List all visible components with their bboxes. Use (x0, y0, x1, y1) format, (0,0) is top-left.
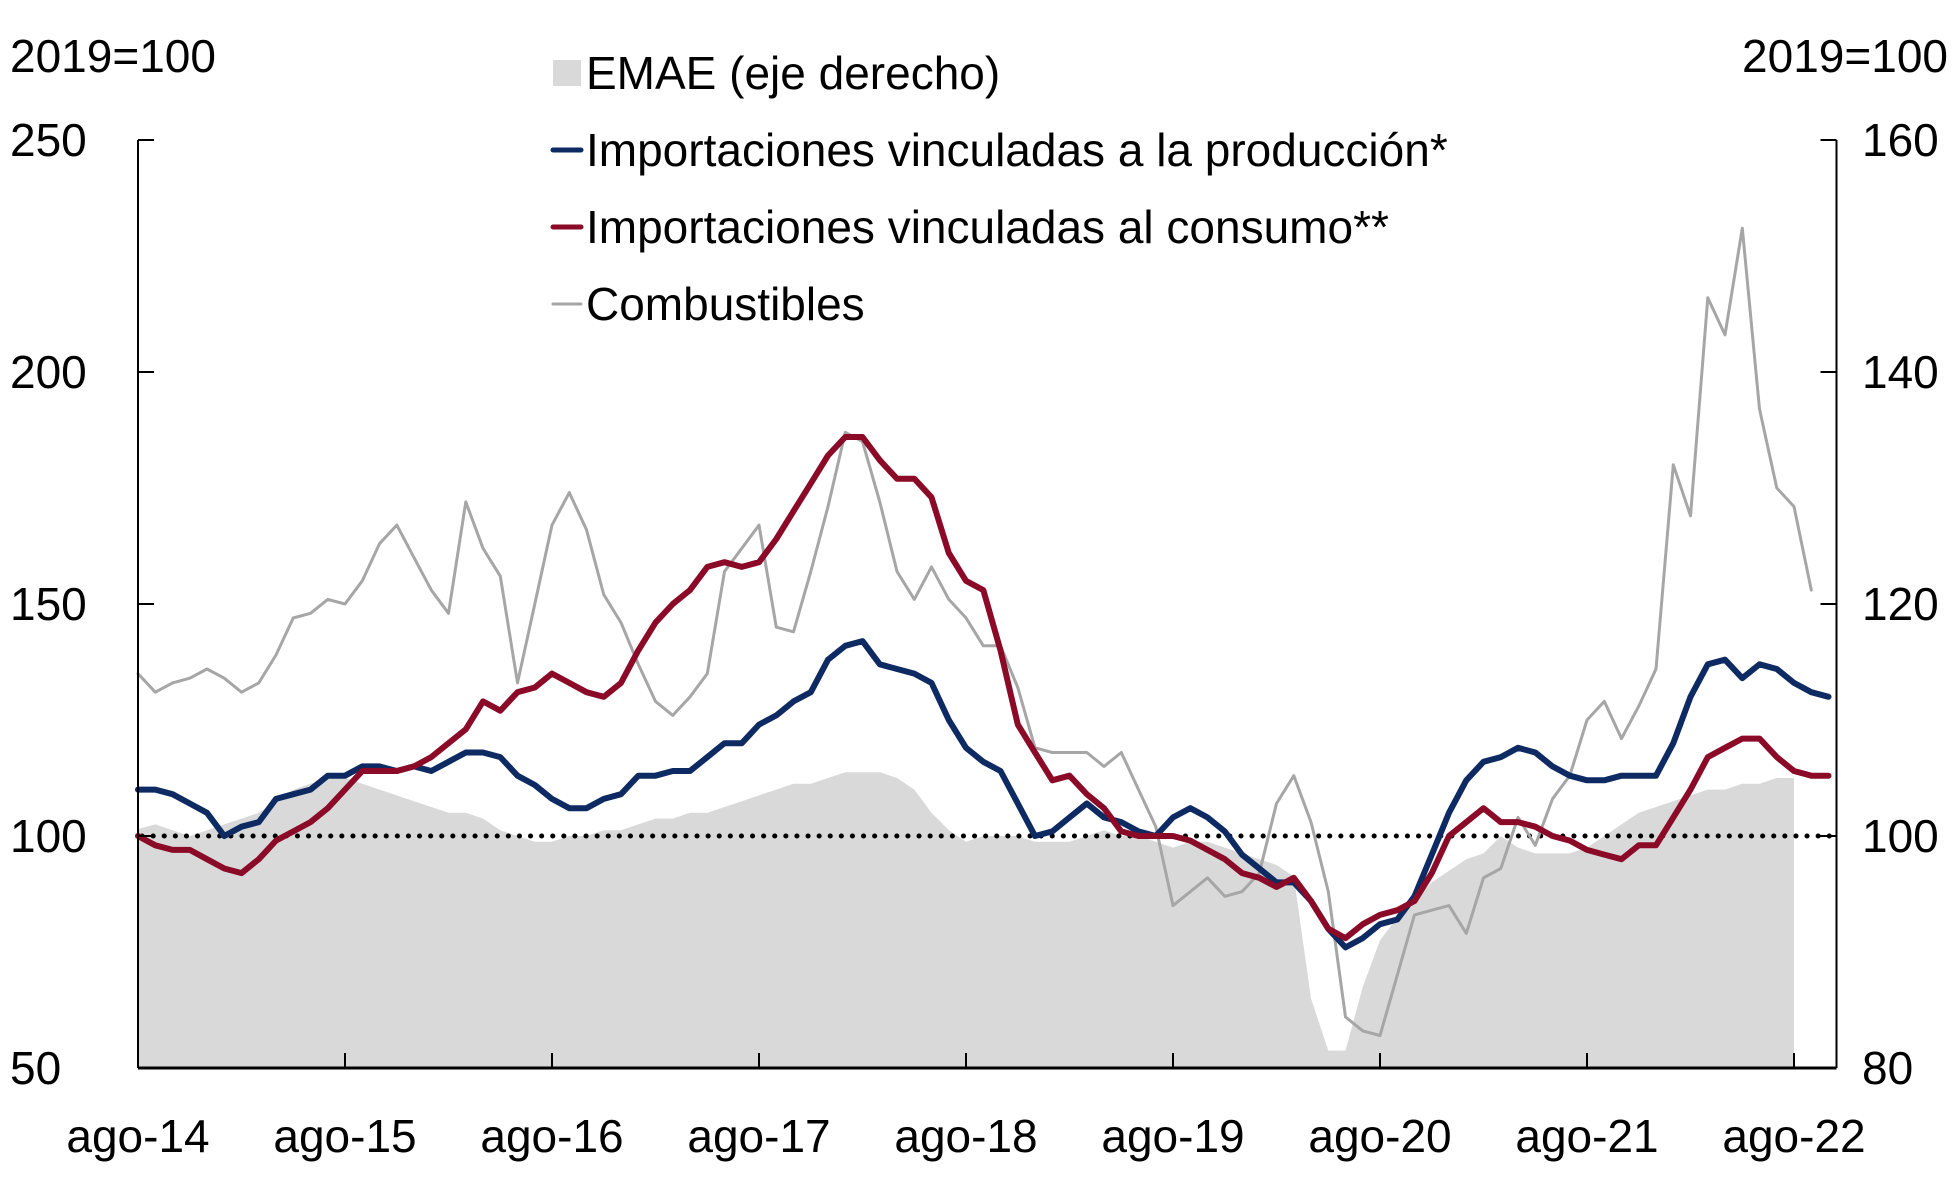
x-tick-label: ago-20 (1308, 1110, 1451, 1162)
x-tick-label: ago-19 (1101, 1110, 1244, 1162)
x-tick-label: ago-16 (480, 1110, 623, 1162)
legend-label: Combustibles (586, 278, 865, 330)
series-lines-layer (135, 226, 1832, 1037)
x-tick-label: ago-14 (66, 1110, 209, 1162)
legend-label: Importaciones vinculadas a la producción… (586, 124, 1448, 176)
left-tick-label: 250 (10, 114, 87, 166)
right-axis-unit-label: 2019=100 (1742, 30, 1948, 82)
x-tick-label: ago-22 (1722, 1110, 1865, 1162)
emae-area-layer (138, 772, 1794, 1068)
legend-label: EMAE (eje derecho) (586, 47, 1000, 99)
x-tick-label: ago-21 (1515, 1110, 1658, 1162)
right-tick-label: 140 (1862, 346, 1939, 398)
right-tick-label: 80 (1862, 1042, 1913, 1094)
legend: EMAE (eje derecho) Importaciones vinculad… (550, 47, 1448, 330)
x-tick-label: ago-17 (687, 1110, 830, 1162)
consumo-imports-line (135, 434, 1832, 942)
right-tick-label: 120 (1862, 578, 1939, 630)
left-tick-label: 100 (10, 810, 87, 862)
left-tick-label: 200 (10, 346, 87, 398)
left-tick-label: 50 (10, 1042, 61, 1094)
legend-label: Importaciones vinculadas al consumo** (586, 201, 1389, 253)
legend-item: Importaciones vinculadas al consumo** (550, 201, 1389, 253)
emae-area (138, 772, 1794, 1068)
x-tick-label: ago-15 (273, 1110, 416, 1162)
combustibles-line (136, 226, 1813, 1037)
legend-item: EMAE (eje derecho) (553, 47, 1000, 99)
right-tick-label: 160 (1862, 114, 1939, 166)
legend-item: Combustibles (551, 278, 865, 330)
right-tick-label: 100 (1862, 810, 1939, 862)
x-tick-label: ago-18 (894, 1110, 1037, 1162)
axes-layer: 50 100 150 200 250 80 100 120 140 160 ago-14 ago-15… (10, 114, 1939, 1162)
left-axis-unit-label: 2019=100 (10, 30, 216, 82)
legend-item: Importaciones vinculadas a la producción… (550, 124, 1448, 176)
left-tick-label: 150 (10, 578, 87, 630)
produccion-imports-line (135, 638, 1832, 951)
legend-swatch-area (553, 60, 581, 86)
